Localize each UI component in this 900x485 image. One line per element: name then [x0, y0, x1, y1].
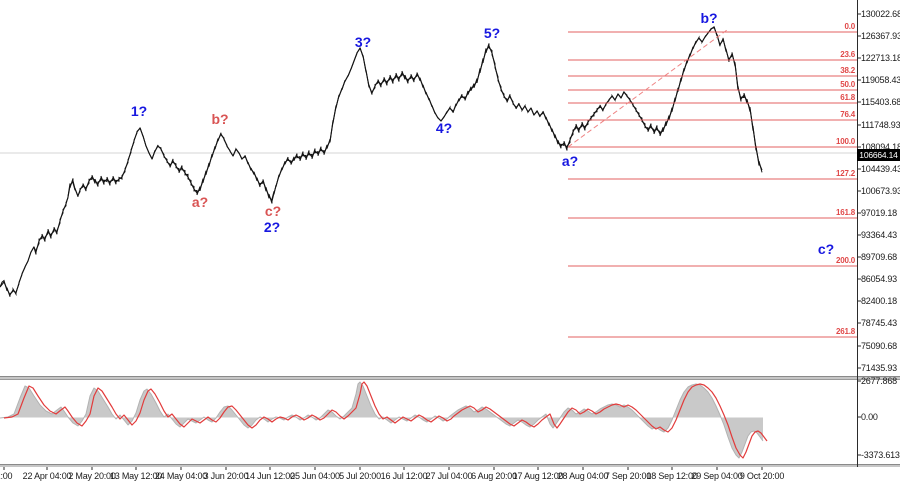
price-axis-label: 93364.43 [861, 230, 897, 240]
time-axis-label: 13 May 12:00 [109, 471, 163, 481]
time-axis-label: 16 Jul 12:00 [380, 471, 428, 481]
price-axis-border [857, 0, 858, 467]
price-axis-label: 100673.93 [861, 186, 900, 196]
price-axis-label: 86054.93 [861, 274, 897, 284]
wave-label: 1? [130, 103, 148, 119]
fib-level-label: 23.6 [840, 50, 855, 59]
time-axis-label: 6 Aug 20:00 [471, 471, 517, 481]
indicator-max-label: 2677.868 [861, 376, 897, 386]
fib-level-label: 200.0 [835, 256, 855, 265]
wave-label: a? [561, 153, 579, 169]
price-axis-label: 97019.18 [861, 208, 897, 218]
fib-level-label: 161.8 [835, 208, 855, 217]
oscillator-area [0, 382, 763, 458]
price-bars-texture [0, 26, 763, 297]
time-axis-label: 7 Sep 20:00 [604, 471, 652, 481]
time-axis-label: 17 Aug 12:00 [512, 471, 564, 481]
indicator-zero-label: 0.00 [861, 412, 878, 422]
price-axis-label: 71435.93 [861, 363, 897, 373]
price-axis-label: 78745.43 [861, 318, 897, 328]
fib-level-label: 38.2 [840, 66, 855, 75]
wave-label: b? [700, 10, 718, 26]
indicator-panel-separator[interactable] [0, 376, 900, 380]
time-axis-label: 18 Sep 12:00 [646, 471, 698, 481]
wave-label: a? [191, 194, 209, 210]
oscillator-signal-line [3, 381, 768, 459]
price-axis-label: 122713.18 [861, 53, 900, 63]
time-axis-label: 2 May 20:00 [68, 471, 116, 481]
price-series [0, 26, 763, 296]
price-axis-label: 104439.43 [861, 164, 900, 174]
price-axis-label: 126367.93 [861, 31, 900, 41]
price-axis-label: 130022.68 [861, 9, 900, 19]
wave-label: c? [817, 241, 835, 257]
fib-level-label: 50.0 [840, 80, 855, 89]
fib-level-label: 127.2 [835, 169, 855, 178]
price-axis-label: 108094.18 [861, 142, 900, 152]
time-axis-separator [0, 464, 900, 467]
wave-label: 2? [263, 219, 281, 235]
indicator-min-label: -3373.613 [861, 450, 900, 460]
wave-label: c? [264, 203, 282, 219]
oscillator-area-edge [0, 381, 764, 459]
fib-level-label: 261.8 [835, 327, 855, 336]
time-axis-label: 3 Jun 20:00 [203, 471, 249, 481]
time-axis-label: 27 Jul 04:00 [425, 471, 473, 481]
fib-level-label: 0.0 [844, 22, 855, 31]
time-axis-label: 25 Jun 04:00 [290, 471, 340, 481]
time-axis-label: 9 Oct 20:00 [739, 471, 785, 481]
time-axis-label: 29 Sep 04:00 [691, 471, 743, 481]
time-axis-label: 2:00 [0, 471, 13, 481]
current-price-badge: 106664.14 [857, 149, 900, 161]
price-axis-label: 111748.93 [861, 120, 900, 130]
price-axis-label: 119058.43 [861, 75, 900, 85]
time-axis-label: 14 Jun 12:00 [245, 471, 295, 481]
price-axis-label: 82400.18 [861, 296, 897, 306]
wave-label: 3? [354, 34, 372, 50]
time-axis-label: 22 Apr 04:00 [22, 471, 72, 481]
wave-label: 4? [435, 120, 453, 136]
price-axis-label: 75090.68 [861, 341, 897, 351]
price-axis-label: 115403.68 [861, 97, 900, 107]
fib-level-label: 100.0 [835, 137, 855, 146]
wave-label: 5? [483, 25, 501, 41]
price-axis-label: 89709.68 [861, 252, 897, 262]
fib-level-label: 76.4 [840, 110, 855, 119]
wave-label: b? [211, 111, 229, 127]
fib-anchor-dashed-line [567, 29, 728, 148]
time-axis-label: 5 Jul 20:00 [339, 471, 381, 481]
time-axis-label: 28 Aug 04:00 [557, 471, 609, 481]
fib-level-label: 61.8 [840, 93, 855, 102]
time-axis-label: 24 May 04:00 [154, 471, 208, 481]
